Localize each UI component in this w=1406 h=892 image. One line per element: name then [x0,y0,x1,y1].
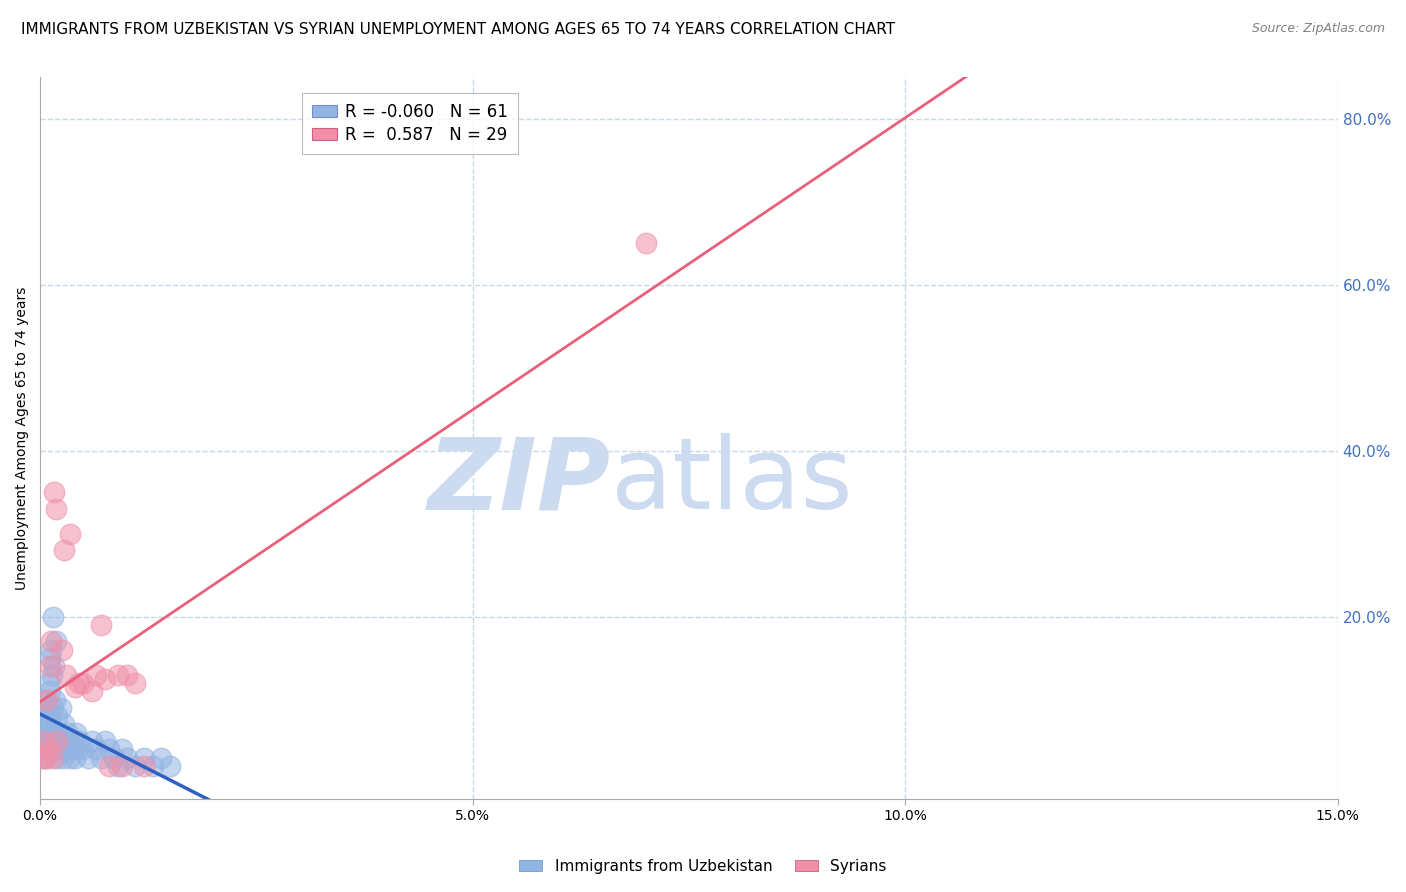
Point [39,659,62,673]
Point [58,742,80,756]
Point [132,750,155,764]
Point [39,742,62,756]
Point [80,684,103,698]
Point [72,676,94,690]
Point [115,750,138,764]
Point [37,701,59,715]
Point [41,667,63,681]
Point [39,684,62,698]
Point [46,734,69,748]
Point [32,717,55,731]
Point [38,742,60,756]
Point [62,742,84,756]
Legend: R = -0.060   N = 61, R =  0.587   N = 29: R = -0.060 N = 61, R = 0.587 N = 29 [302,93,517,154]
Point [49,742,72,756]
Point [45,734,67,748]
Point [51,734,73,748]
Point [98,759,121,773]
Point [35,692,58,706]
Point [53,543,76,558]
Point [150,750,173,764]
Point [132,759,155,773]
Point [42,750,65,764]
Point [63,750,86,764]
Point [42,609,65,624]
Point [55,734,77,748]
Point [38,709,60,723]
Point [66,742,89,756]
Legend: Immigrants from Uzbekistan, Syrians: Immigrants from Uzbekistan, Syrians [513,853,893,880]
Point [63,680,86,694]
Point [42,485,65,500]
Point [60,734,83,748]
Point [46,709,69,723]
Point [48,725,70,739]
Point [51,642,73,657]
Point [90,618,112,632]
Point [111,759,134,773]
Point [44,725,66,739]
Point [159,759,181,773]
Text: ZIP: ZIP [427,433,612,530]
Point [35,750,58,764]
Point [41,717,63,731]
Point [34,725,56,739]
Point [35,734,58,748]
Point [44,692,66,706]
Text: Source: ZipAtlas.com: Source: ZipAtlas.com [1251,22,1385,36]
Point [115,667,138,681]
Point [31,750,53,764]
Point [53,717,76,731]
Point [94,672,117,686]
Point [634,236,657,251]
Point [41,634,63,648]
Point [41,642,63,657]
Point [34,692,56,706]
Point [55,667,77,681]
Point [56,725,79,739]
Point [42,734,65,748]
Point [80,734,103,748]
Point [86,742,108,756]
Point [103,750,125,764]
Point [111,742,134,756]
Point [124,676,146,690]
Point [49,701,72,715]
Point [86,667,108,681]
Point [52,750,75,764]
Point [72,742,94,756]
Point [38,676,60,690]
Point [42,701,65,715]
Point [65,725,87,739]
Point [76,750,98,764]
Point [142,759,165,773]
Point [59,526,82,541]
Point [58,750,80,764]
Point [38,651,60,665]
Point [107,667,129,681]
Point [31,734,53,748]
Point [45,634,67,648]
Point [107,759,129,773]
Point [67,734,90,748]
Y-axis label: Unemployment Among Ages 65 to 74 years: Unemployment Among Ages 65 to 74 years [15,286,30,590]
Point [38,725,60,739]
Point [98,742,121,756]
Point [34,742,56,756]
Text: IMMIGRANTS FROM UZBEKISTAN VS SYRIAN UNEMPLOYMENT AMONG AGES 65 TO 74 YEARS CORR: IMMIGRANTS FROM UZBEKISTAN VS SYRIAN UNE… [21,22,896,37]
Point [94,734,117,748]
Text: atlas: atlas [612,433,852,530]
Point [34,734,56,748]
Point [35,709,58,723]
Point [35,750,58,764]
Point [124,759,146,773]
Point [67,676,90,690]
Point [42,659,65,673]
Point [31,750,53,764]
Point [90,750,112,764]
Point [45,501,67,516]
Point [46,750,69,764]
